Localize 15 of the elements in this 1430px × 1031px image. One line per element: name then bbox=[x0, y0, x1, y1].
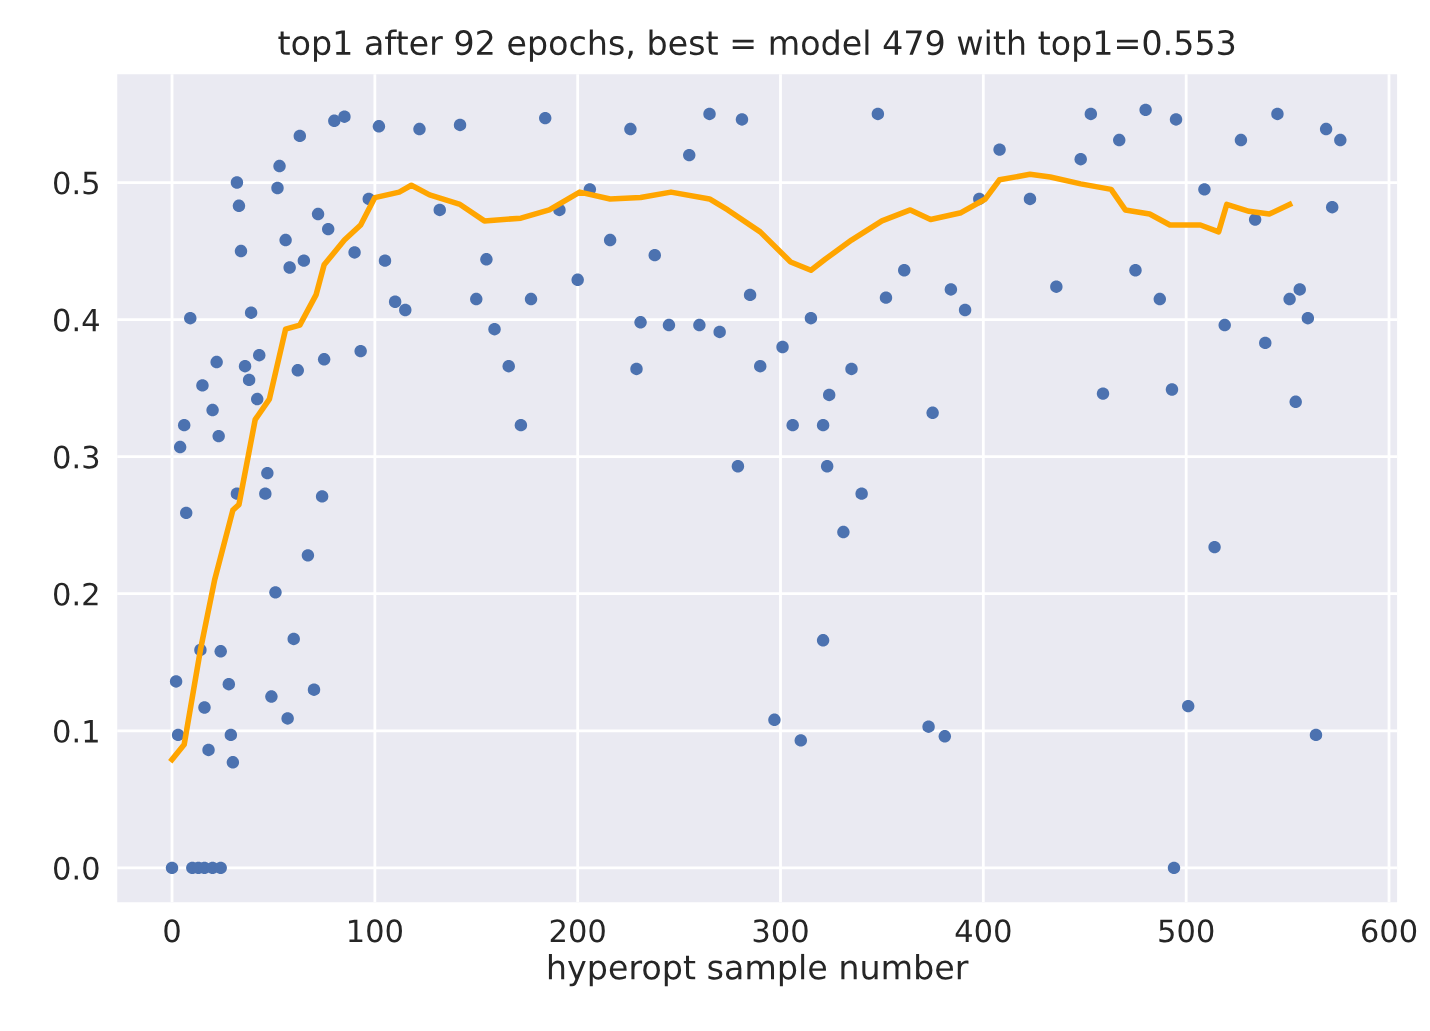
y-tick-label: 0.1 bbox=[54, 719, 98, 743]
x-tick-label: 100 bbox=[349, 919, 402, 943]
x-tick-label: 600 bbox=[1361, 919, 1417, 943]
y-tick-label: 0.0 bbox=[54, 856, 99, 880]
x-tick-label: 0 bbox=[164, 919, 180, 943]
x-tick-label: 400 bbox=[955, 919, 1011, 943]
y-tick-label: 0.2 bbox=[54, 582, 98, 606]
chart-title: top1 after 92 epochs, best = model 479 with top1=0.553 bbox=[278, 29, 1235, 62]
y-tick-label: 0.5 bbox=[54, 171, 98, 195]
x-tick-label: 200 bbox=[550, 919, 605, 943]
x-tick-label: 500 bbox=[1159, 919, 1214, 943]
x-tick-label: 300 bbox=[753, 919, 808, 943]
y-tick-label: 0.3 bbox=[54, 445, 99, 469]
y-tick-label: 0.4 bbox=[54, 308, 99, 332]
x-axis-title: hyperopt sample number bbox=[548, 953, 969, 987]
